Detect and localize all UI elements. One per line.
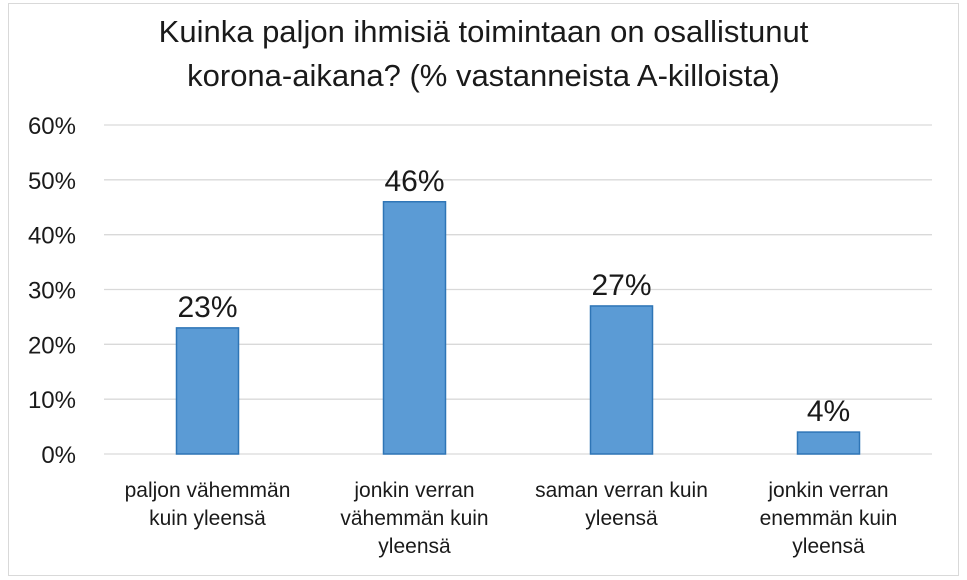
data-label: 46% [384,165,444,198]
x-tick-label: paljon vähemmän kuin yleensä [125,479,291,530]
data-label: 4% [807,395,850,428]
y-tick-label: 60% [28,113,76,140]
data-label: 27% [591,269,651,302]
y-tick-label: 50% [28,168,76,195]
chart-title: Kuinka paljon ihmisiä toimintaan on osal… [0,10,967,98]
x-tick-label-line: enemmän kuin [760,507,898,530]
x-tick-label-line: vähemmän kuin [340,507,488,530]
x-tick-label: saman verran kuin yleensä [535,479,708,530]
x-tick-label-line: yleensä [378,535,451,558]
x-tick-label-line: yleensä [585,507,658,530]
bar [382,201,447,455]
y-tick-label: 40% [28,223,76,250]
x-tick-label: jonkin verran vähemmän kuin yleensä [340,479,488,558]
x-tick-label: jonkin verran enemmän kuin yleensä [760,479,898,558]
x-tick-label-line: jonkin verran [353,479,474,502]
x-tick-label-line: saman verran kuin [535,479,708,502]
x-tick-label-line: paljon vähemmän [125,479,291,502]
x-tick-label-line: kuin yleensä [149,507,266,530]
bar [796,431,861,455]
bar [589,305,654,455]
x-axis-labels: paljon vähemmän kuin yleensä jonkin verran… [125,479,898,558]
y-tick-label: 10% [28,387,76,414]
data-label: 23% [177,291,237,324]
grid-lines [104,124,932,455]
bar [175,327,240,455]
x-tick-label-line: yleensä [792,535,865,558]
x-tick-label-line: jonkin verran [767,479,888,502]
y-tick-label: 0% [41,442,76,469]
chart-title-line-1: Kuinka paljon ihmisiä toimintaan on osal… [158,14,809,49]
y-tick-label: 20% [28,332,76,359]
y-tick-label: 30% [28,278,76,305]
bars [175,201,861,455]
data-labels: 23% 46% 27% 4% [177,165,850,428]
chart-title-line-2: korona-aikana? (% vastanneista A-killois… [187,58,780,93]
y-axis-ticks: 0% 10% 20% 30% 40% 50% 60% [28,113,76,469]
